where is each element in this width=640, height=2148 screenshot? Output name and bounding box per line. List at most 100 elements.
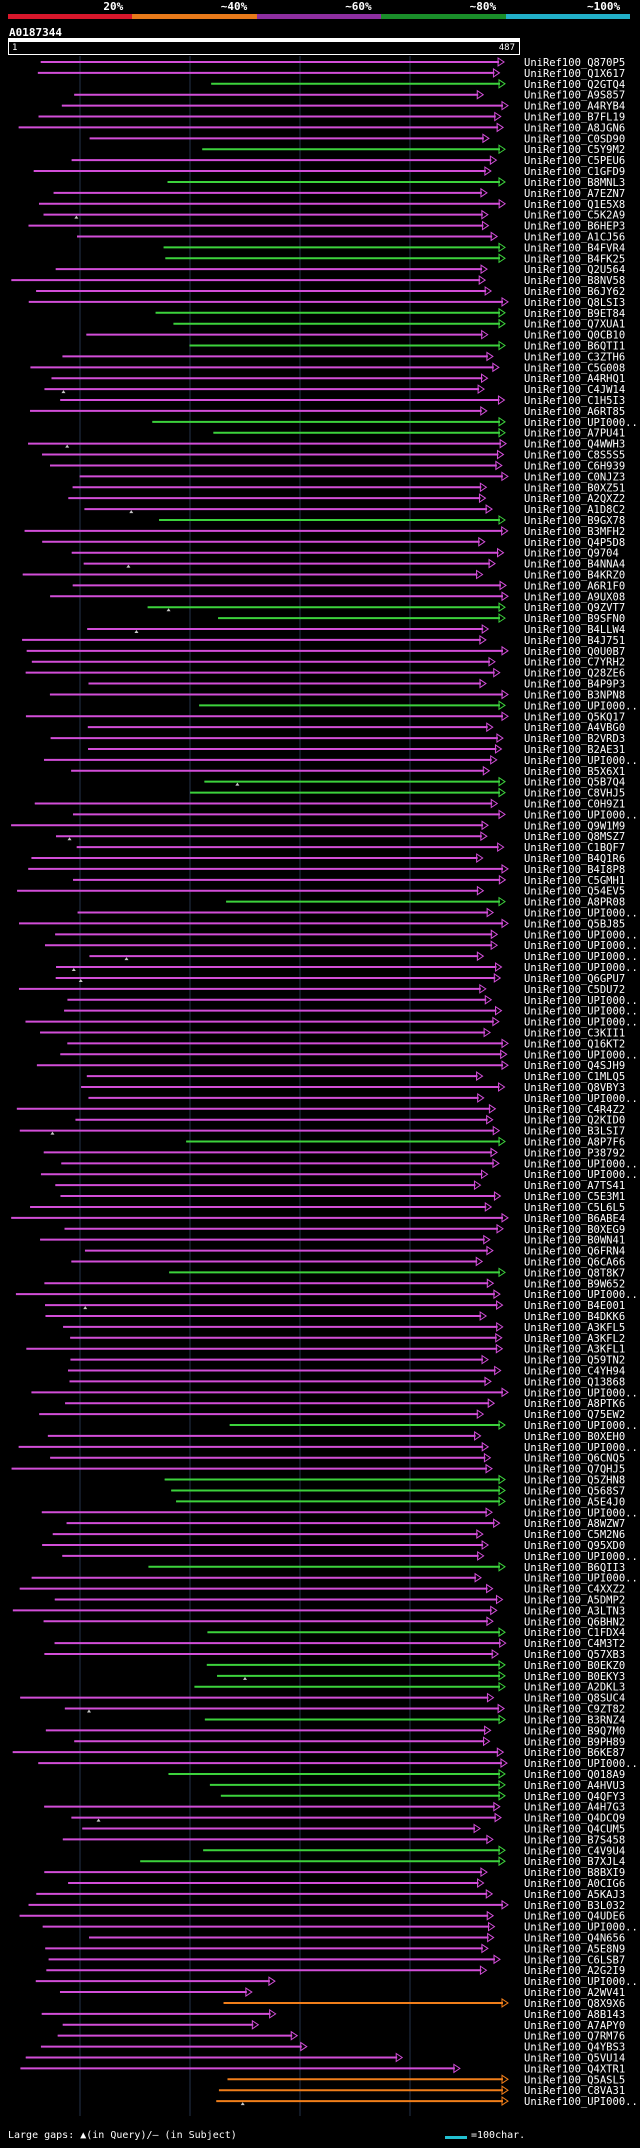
hit-label[interactable]: UniRef100_C4YH94 [524,1366,625,1378]
hit-label[interactable]: UniRef100_Q568S7 [524,1485,625,1497]
hit-label[interactable]: UniRef100_C3KII1 [524,1027,625,1039]
hit-label[interactable]: UniRef100_B7XJL4 [524,1856,625,1868]
hit-label[interactable]: UniRef100_P38792 [524,1147,625,1159]
hit-label[interactable]: UniRef100_A5DMP2 [524,1595,625,1607]
hit-label[interactable]: UniRef100_B6QTI1 [524,341,625,353]
hit-label[interactable]: UniRef100_UPI000... [524,1049,640,1061]
hit-label[interactable]: UniRef100_UPI000... [524,1387,640,1399]
hit-label[interactable]: UniRef100_Q5ASL5 [524,2074,625,2086]
hit-label[interactable]: UniRef100_A6R1F0 [524,580,625,592]
hit-label[interactable]: UniRef100_C1GFD9 [524,166,625,178]
hit-label[interactable]: UniRef100_C5DU72 [524,984,625,996]
hit-label[interactable]: UniRef100_Q018A9 [524,1769,625,1781]
hit-label[interactable]: UniRef100_B0XEH0 [524,1431,625,1443]
hit-label[interactable]: UniRef100_UPI000... [524,755,640,767]
hit-label[interactable]: UniRef100_Q5ZHN8 [524,1475,625,1487]
hit-label[interactable]: UniRef100_UPI000... [524,1922,640,1934]
hit-label[interactable]: UniRef100_Q2GTQ4 [524,79,625,91]
hit-label[interactable]: UniRef100_UPI000... [524,1289,640,1301]
hit-label[interactable]: UniRef100_Q13868 [524,1376,625,1388]
hit-label[interactable]: UniRef100_B4KRZ0 [524,570,625,582]
hit-label[interactable]: UniRef100_Q1X617 [524,68,625,80]
hit-label[interactable]: UniRef100_A8B143 [524,2009,625,2021]
hit-label[interactable]: UniRef100_B4Q1R6 [524,853,625,865]
hit-label[interactable]: UniRef100_B5X6X1 [524,766,625,778]
hit-label[interactable]: UniRef100_B3MFH2 [524,526,625,538]
hit-label[interactable]: UniRef100_C7YRH2 [524,657,625,669]
hit-label[interactable]: UniRef100_B0WN41 [524,1235,625,1247]
hit-label[interactable]: UniRef100_UPI000... [524,1758,640,1770]
hit-label[interactable]: UniRef100_Q6CNQ5 [524,1453,625,1465]
hit-label[interactable]: UniRef100_B8BXI9 [524,1867,625,1879]
hit-label[interactable]: UniRef100_B0EKZ0 [524,1660,625,1672]
hit-label[interactable]: UniRef100_B3LSI7 [524,1126,625,1138]
hit-label[interactable]: UniRef100_B4I8P8 [524,864,625,876]
hit-label[interactable]: UniRef100_B2VRD3 [524,733,625,745]
hit-label[interactable]: UniRef100_C5M2N6 [524,1529,625,1541]
hit-label[interactable]: UniRef100_Q1E5X8 [524,199,625,211]
hit-label[interactable]: UniRef100_Q9704 [524,548,619,560]
hit-label[interactable]: UniRef100_Q4SJH9 [524,1060,625,1072]
hit-label[interactable]: UniRef100_Q7RM76 [524,2031,625,2043]
hit-label[interactable]: UniRef100_Q95XD0 [524,1540,625,1552]
hit-label[interactable]: UniRef100_A2WV41 [524,1987,625,1999]
hit-label[interactable]: UniRef100_A3KFL1 [524,1344,625,1356]
hit-label[interactable]: UniRef100_Q7XUA1 [524,319,625,331]
hit-label[interactable]: UniRef100_C0NJZ3 [524,471,625,483]
hit-label[interactable]: UniRef100_A2G2I9 [524,1965,625,1977]
hit-label[interactable]: UniRef100_Q870P5 [524,57,625,69]
hit-label[interactable]: UniRef100_B9GX78 [524,515,625,527]
hit-label[interactable]: UniRef100_C6LSB7 [524,1954,625,1966]
hit-label[interactable]: UniRef100_C1MLQ5 [524,1071,625,1083]
hit-label[interactable]: UniRef100_A8WZW7 [524,1518,625,1530]
hit-label[interactable]: UniRef100_Q28ZE6 [524,668,625,680]
hit-label[interactable]: UniRef100_C5Y9M2 [524,144,625,156]
hit-label[interactable]: UniRef100_Q4XTR1 [524,2063,625,2075]
hit-label[interactable]: UniRef100_A7TS41 [524,1180,625,1192]
hit-label[interactable]: UniRef100_UPI000... [524,417,640,429]
hit-label[interactable]: UniRef100_C1BQF7 [524,842,625,854]
hit-label[interactable]: UniRef100_UPI000... [524,1442,640,1454]
hit-label[interactable]: UniRef100_A5E4J0 [524,1496,625,1508]
hit-label[interactable]: UniRef100_C6H939 [524,460,625,472]
hit-label[interactable]: UniRef100_C5G008 [524,362,625,374]
hit-label[interactable]: UniRef100_UPI000... [524,1976,640,1988]
hit-label[interactable]: UniRef100_B7FL19 [524,112,625,124]
hit-label[interactable]: UniRef100_C1FDX4 [524,1627,625,1639]
hit-label[interactable]: UniRef100_UPI000... [524,809,640,821]
hit-label[interactable]: UniRef100_A3LTN3 [524,1605,625,1617]
hit-label[interactable]: UniRef100_Q8SUC4 [524,1693,625,1705]
hit-label[interactable]: UniRef100_B3NPN8 [524,689,625,701]
hit-label[interactable]: UniRef100_B4FK25 [524,253,625,265]
hit-label[interactable]: UniRef100_Q59TN2 [524,1355,625,1367]
hit-label[interactable]: UniRef100_B9ET84 [524,308,625,320]
hit-label[interactable]: UniRef100_A3KFL2 [524,1333,625,1345]
hit-label[interactable]: UniRef100_B9SFN0 [524,613,625,625]
hit-label[interactable]: UniRef100_UPI000... [524,1169,640,1181]
hit-label[interactable]: UniRef100_C9ZT82 [524,1704,625,1716]
hit-label[interactable]: UniRef100_Q8VBY3 [524,1082,625,1094]
hit-label[interactable]: UniRef100_Q2U564 [524,264,625,276]
hit-label[interactable]: UniRef100_C4R4Z2 [524,1104,625,1116]
hit-label[interactable]: UniRef100_B0XZ51 [524,482,625,494]
hit-label[interactable]: UniRef100_B6ABE4 [524,1213,625,1225]
hit-label[interactable]: UniRef100_A7EZN7 [524,188,625,200]
hit-label[interactable]: UniRef100_C4JW14 [524,384,625,396]
hit-label[interactable]: UniRef100_Q4CUM5 [524,1823,625,1835]
hit-label[interactable]: UniRef100_UPI000... [524,908,640,920]
hit-label[interactable]: UniRef100_Q8X9X6 [524,1998,625,2010]
hit-label[interactable]: UniRef100_UPI000... [524,995,640,1007]
hit-label[interactable]: UniRef100_Q4YBS3 [524,2042,625,2054]
hit-label[interactable]: UniRef100_C0SD90 [524,133,625,145]
hit-label[interactable]: UniRef100_A3KFL5 [524,1322,625,1334]
hit-label[interactable]: UniRef100_Q5KQ17 [524,711,625,723]
hit-label[interactable]: UniRef100_A6RT85 [524,406,625,418]
hit-label[interactable]: UniRef100_Q54EV5 [524,886,625,898]
hit-label[interactable]: UniRef100_B8MNL3 [524,177,625,189]
hit-label[interactable]: UniRef100_C5E3M1 [524,1191,625,1203]
hit-label[interactable]: UniRef100_C4XXZ2 [524,1584,625,1596]
hit-label[interactable]: UniRef100_A1D8C2 [524,504,625,516]
hit-label[interactable]: UniRef100_C5L6L5 [524,1202,625,1214]
hit-label[interactable]: UniRef100_Q6BHN2 [524,1616,625,1628]
hit-label[interactable]: UniRef100_A0CIG6 [524,1878,625,1890]
